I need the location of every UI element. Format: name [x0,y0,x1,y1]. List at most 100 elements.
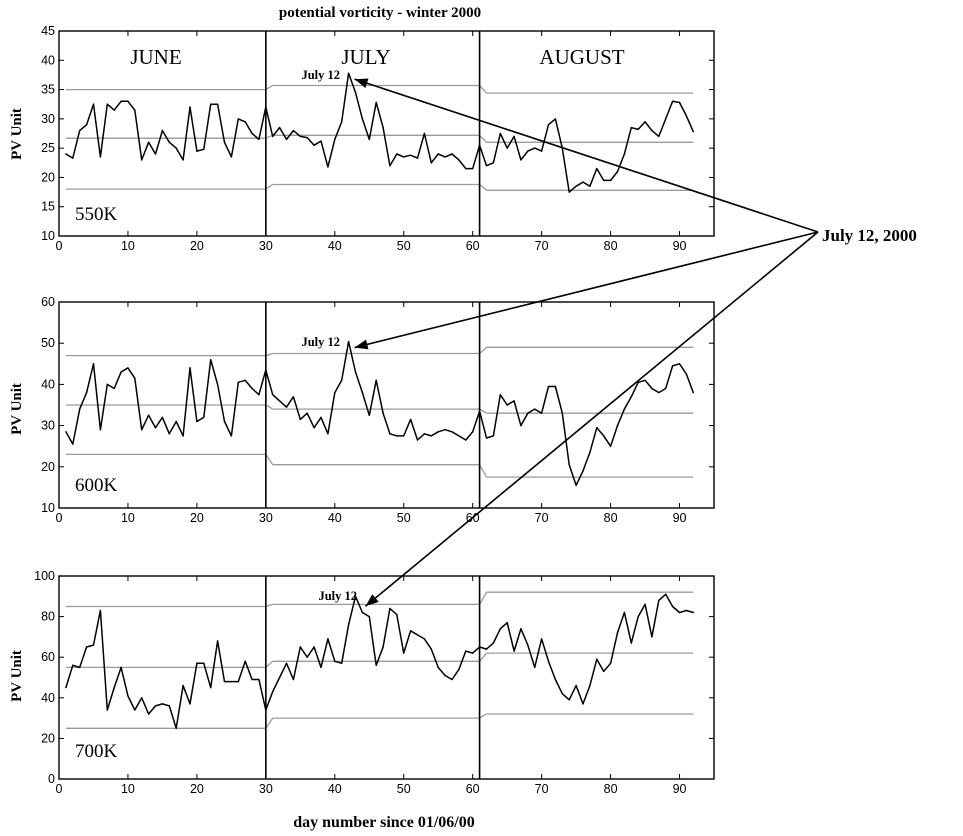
panel-600k-data-point [134,377,136,379]
panel-700k-data-point [313,646,315,648]
panel-700k-data-point [678,611,681,614]
panel-600k-data-point [92,363,95,365]
panel-600k-xtick-label: 50 [397,511,411,525]
panel-550k-data-point [175,147,177,149]
panel-550k-data-point [389,165,391,167]
panel-550k-data-point [313,144,315,146]
panel-550k-data-point [92,103,95,105]
panel-600k-data-point [382,412,384,414]
panel-550k-data-point [665,118,667,120]
callout-arrowhead [354,78,369,88]
panel-550k-data-point [258,138,260,141]
panel-550k-data-point [306,136,308,139]
panel-700k-data-point [637,615,639,618]
panel-600k-data-point [285,406,288,408]
panel-700k-data-point [147,713,150,715]
panel-550k-data-point [658,135,660,138]
panel-600k-data-point [671,365,674,367]
panel-700k-data-point [327,638,329,640]
panel-550k-data-point [147,141,150,143]
panel-700k-data-point [396,613,398,616]
callout-arrows [354,78,819,607]
panel-550k-data-point [299,135,301,138]
panel-700k-data-point [623,611,626,614]
panel-700k-data-point [278,676,281,679]
panel-700k-data-point [554,678,557,681]
panel-700k-ytick-label: 0 [48,772,55,786]
panel-600k-xtick-label: 30 [259,511,273,525]
panel-600k-xtick-label: 90 [673,511,687,525]
panel-700k-data-point [547,660,550,662]
panel-550k-xtick-label: 0 [56,239,63,253]
panel-700k-data-point [189,703,191,705]
panel-700k-ytick-label: 60 [41,650,55,664]
callout-arrow-line [354,231,819,349]
panel-550k-data-point [492,162,495,164]
panel-700k-data-point [85,646,88,648]
panel-600k-xtick-label: 0 [56,511,63,525]
panel-700k-xtick-label: 20 [190,782,204,796]
panel-550k-data-point [430,162,432,164]
panel-550k-data-point [568,191,570,193]
panel-700k-xtick-label: 70 [535,782,549,796]
panel-600k-data-point [244,379,246,381]
panel-700k-data-point [299,646,301,648]
panel-550k-data-point [141,159,143,161]
panel-700k-data-point [79,666,81,669]
panel-600k-plot: 0102030405060708090102030405060 [41,295,715,525]
panel-600k-data-point [658,391,660,394]
panel-550k-data-point [416,157,419,159]
panel-550k-data-point [106,103,109,105]
panel-600k-data-point [147,414,150,416]
panel-550k-data-point [278,126,281,129]
panel-600k-data-point [196,420,198,423]
panel-550k-data-point [72,157,74,159]
panel-550k-data-point [589,185,591,187]
panel-700k-data-point [292,678,295,681]
panel-600k-ytick-label: 20 [41,460,55,474]
panel-600k-pv-series [65,340,695,487]
panel-700k-data-point [513,650,515,652]
panel-700k-data-point [175,727,177,729]
panel-600k-data-point [368,414,370,416]
panel-600k-data-point [265,369,267,371]
panel-700k-data-point [540,638,543,640]
panel-600k-data-point [168,433,170,435]
panel-700k-pv-series [65,593,694,730]
panel-700k-data-point [244,660,246,662]
panel-600k-data-point [616,424,619,427]
panel-550k-data-point [616,170,619,173]
panel-600k-ylabel: PV Unit [9,383,25,435]
panel-550k-level-label: 550K [75,204,118,225]
panel-550k-data-point [182,159,184,161]
panel-600k-data-point [554,385,557,388]
panel-600k-frame [58,301,715,509]
panel-600k-data-point [561,412,563,414]
panel-700k-data-point [368,615,370,618]
panel-700k-data-point [237,680,239,683]
panel-550k-xtick-label: 50 [397,239,411,253]
panel-550k-data-point [520,159,522,161]
panel-600k-data-point [272,394,274,396]
panel-700k-data-point [423,638,426,640]
panel-700k-data-point [113,686,115,689]
panel-700k-data-point [458,668,460,671]
panel-600k-data-point [403,435,405,437]
panel-600k-data-point [313,427,315,429]
panel-550k-ytick-label: 15 [41,200,55,214]
panel-700k-annotation: July 12 [318,589,357,603]
panel-550k-xtick-label: 20 [190,239,204,253]
panel-550k-month-july: JULY [341,45,390,69]
panel-600k-data-point [575,484,577,486]
panel-700k-data-point [685,609,688,612]
panel-600k-data-point [99,429,102,431]
panel-700k-data-point [127,695,129,697]
panel-600k-data-point [547,385,550,388]
panel-550k-data-point [409,154,412,156]
panel-700k-data-point [92,644,95,646]
panel-550k-lower-line [65,183,694,191]
panel-600k-data-point [210,359,212,361]
panel-600k-data-point [582,470,584,472]
panel-600k-data-point [444,429,446,431]
callout-arrowhead [354,339,369,350]
